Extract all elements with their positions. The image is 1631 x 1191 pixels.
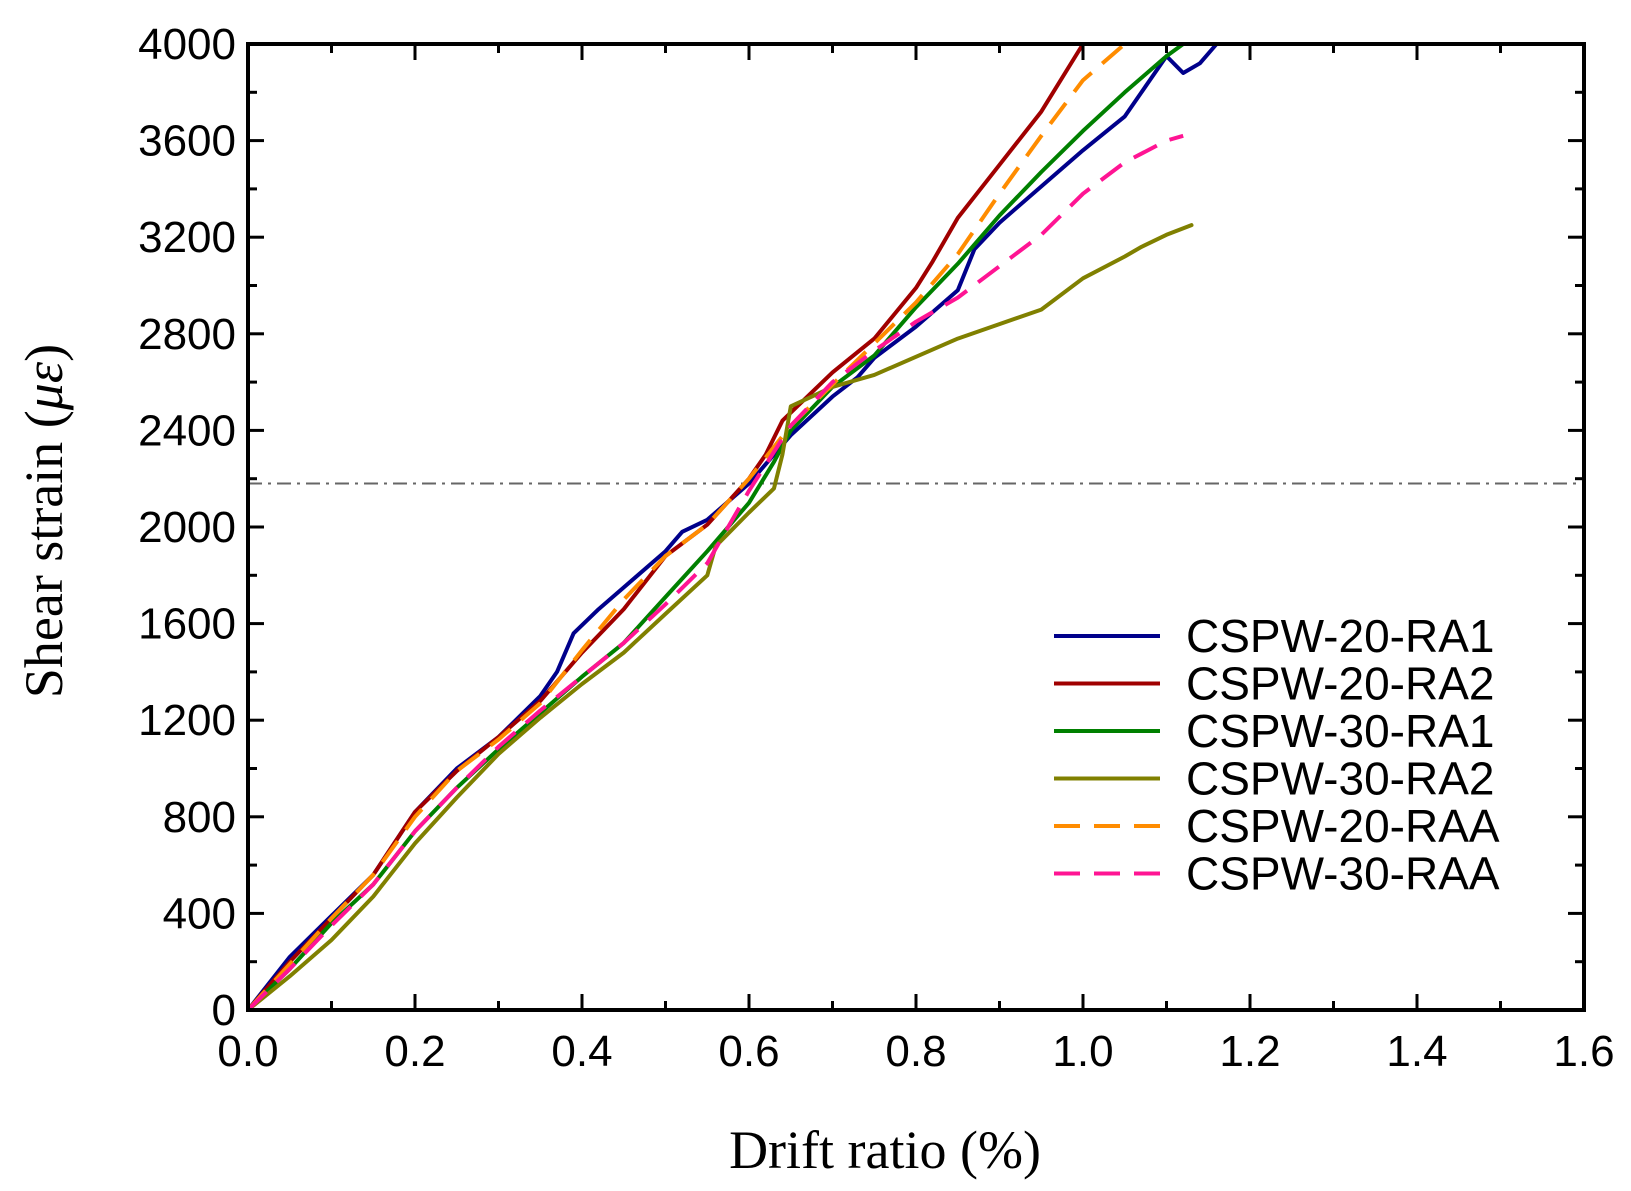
x-tick-label: 0.0 — [217, 1027, 278, 1076]
series-group — [248, 42, 1219, 1010]
y-axis-title-prefix: Shear strain ( — [14, 410, 74, 698]
legend: CSPW-20-RA1CSPW-20-RA2CSPW-30-RA1CSPW-30… — [1054, 610, 1500, 900]
y-tick-label: 800 — [163, 793, 236, 842]
y-tick-label: 400 — [163, 889, 236, 938]
y-axis-title-suffix: ) — [14, 344, 74, 362]
y-tick-label: 1600 — [138, 600, 236, 649]
series-line-cspw-20-ra2 — [248, 42, 1085, 1010]
y-tick-label: 2000 — [138, 503, 236, 552]
y-tick-label: 2800 — [138, 310, 236, 359]
y-tick-label: 2400 — [138, 406, 236, 455]
y-tick-label: 3200 — [138, 213, 236, 262]
legend-label-cspw-20-ra1: CSPW-20-RA1 — [1186, 610, 1494, 662]
series-line-cspw-30-ra2 — [248, 223, 1194, 1010]
y-tick-label: 0 — [212, 986, 236, 1035]
x-tick-label: 1.4 — [1386, 1027, 1447, 1076]
legend-label-cspw-20-raa: CSPW-20-RAA — [1186, 800, 1500, 852]
legend-label-cspw-30-ra2: CSPW-30-RA2 — [1186, 753, 1494, 805]
legend-label-cspw-20-ra2: CSPW-20-RA2 — [1186, 658, 1494, 710]
legend-label-cspw-30-raa: CSPW-30-RAA — [1186, 848, 1500, 900]
x-axis-title: Drift ratio (%) — [729, 1120, 1041, 1180]
y-axis-title-symbol: με — [14, 361, 74, 411]
legend-label-cspw-30-ra1: CSPW-30-RA1 — [1186, 705, 1494, 757]
series-line-cspw-20-raa — [248, 42, 1127, 1010]
y-axis-title: Shear strain (με) — [14, 344, 74, 698]
y-tick-label: 3600 — [138, 117, 236, 166]
y-tick-label: 1200 — [138, 696, 236, 745]
x-tick-label: 0.2 — [384, 1027, 445, 1076]
y-tick-label: 4000 — [138, 20, 236, 69]
x-tick-label: 0.8 — [885, 1027, 946, 1076]
x-tick-label: 1.6 — [1553, 1027, 1614, 1076]
series-line-cspw-30-raa — [248, 133, 1184, 1010]
x-tick-label: 0.4 — [551, 1027, 612, 1076]
x-tick-label: 1.0 — [1052, 1027, 1113, 1076]
x-tick-label: 0.6 — [718, 1027, 779, 1076]
x-tick-label: 1.2 — [1219, 1027, 1280, 1076]
